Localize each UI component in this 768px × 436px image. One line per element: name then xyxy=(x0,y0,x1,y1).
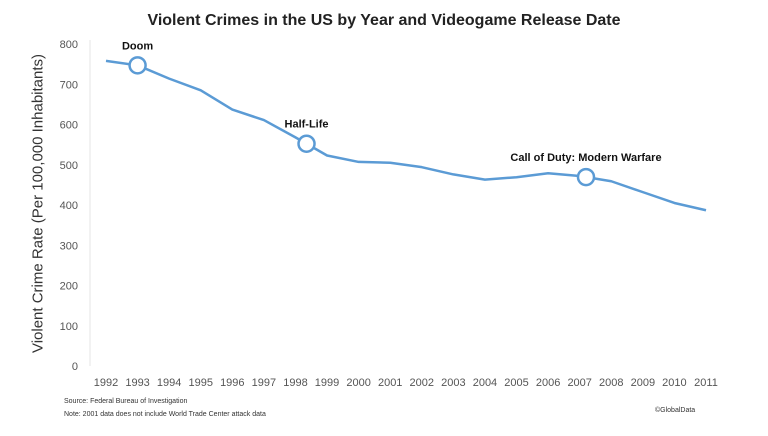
chart-title: Violent Crimes in the US by Year and Vid… xyxy=(147,12,621,29)
annotation-label: Half-Life xyxy=(285,119,329,131)
y-tick-label: 100 xyxy=(60,321,78,333)
y-tick-label: 300 xyxy=(60,240,78,252)
x-tick-label: 1999 xyxy=(315,377,339,389)
x-tick-label: 2003 xyxy=(441,377,465,389)
annotation-marker xyxy=(128,56,147,75)
x-tick-label: 1998 xyxy=(283,377,307,389)
x-tick-label: 2006 xyxy=(536,377,560,389)
x-tick-label: 1994 xyxy=(157,377,181,389)
data-note: Note: 2001 data does not include World T… xyxy=(64,411,266,418)
credit: ©GlobalData xyxy=(655,407,696,414)
y-tick-label: 200 xyxy=(60,281,78,293)
x-tick-label: 2011 xyxy=(694,377,718,389)
y-tick-label: 700 xyxy=(60,79,78,91)
series-line xyxy=(105,59,707,212)
x-tick-label: 1997 xyxy=(252,377,276,389)
x-tick-label: 2001 xyxy=(378,377,402,389)
x-tick-label: 2002 xyxy=(410,377,434,389)
x-tick-label: 1995 xyxy=(188,377,212,389)
x-tick-label: 2005 xyxy=(504,377,528,389)
x-tick-label: 2004 xyxy=(473,377,497,389)
x-tick-label: 2009 xyxy=(631,377,655,389)
x-tick-label: 1992 xyxy=(94,377,118,389)
y-tick-label: 500 xyxy=(60,160,78,172)
x-tick-label: 2000 xyxy=(346,377,370,389)
y-tick-label: 800 xyxy=(60,39,78,51)
x-tick-label: 1993 xyxy=(125,377,149,389)
y-tick-label: 400 xyxy=(60,200,78,212)
x-tick-label: 2008 xyxy=(599,377,623,389)
annotation-marker xyxy=(297,134,316,153)
annotation-marker xyxy=(576,167,596,187)
annotation-label: Call of Duty: Modern Warfare xyxy=(510,152,661,164)
annotation-label: Doom xyxy=(122,40,153,52)
x-tick-label: 1996 xyxy=(220,377,244,389)
y-tick-label: 600 xyxy=(60,120,78,132)
x-tick-label: 2007 xyxy=(567,377,591,389)
y-tick-label: 0 xyxy=(72,361,78,373)
source-note: Source: Federal Bureau of Investigation xyxy=(64,398,188,405)
x-tick-label: 2010 xyxy=(662,377,686,389)
